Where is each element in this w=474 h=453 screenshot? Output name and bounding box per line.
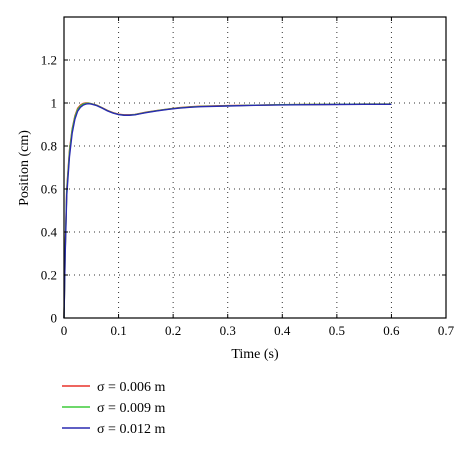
y-tick-label: 1: [51, 96, 58, 111]
y-tick-label: 0.8: [41, 139, 57, 154]
series-line-1: [63, 102, 392, 319]
legend-label-3: σ = 0.012 m: [97, 422, 165, 437]
grid: [64, 17, 446, 318]
legend-label-1: σ = 0.006 m: [97, 380, 165, 395]
y-axis-label: Position (cm): [17, 130, 32, 206]
y-tick-label: 0.4: [41, 225, 58, 240]
series-line-3: [63, 102, 392, 319]
plot-frame: [63, 16, 447, 319]
series-line-2: [63, 102, 392, 319]
x-tick-label: 0.2: [165, 323, 181, 338]
y-tick-label: 1.2: [41, 53, 57, 68]
x-tick-label: 0.4: [274, 323, 291, 338]
x-axis-ticks: 0 0.1 0.2 0.3 0.4 0.5 0.6 0.7: [61, 17, 455, 338]
y-tick-label: 0.6: [41, 182, 58, 197]
y-axis-ticks: 0 0.2 0.4 0.6 0.8 1 1.2: [41, 53, 446, 326]
x-axis-label: Time (s): [231, 347, 279, 362]
x-tick-label: 0: [61, 323, 68, 338]
y-tick-label: 0.2: [41, 268, 57, 283]
series-group: [63, 102, 392, 319]
x-tick-label: 0.1: [110, 323, 126, 338]
x-tick-label: 0.3: [220, 323, 236, 338]
x-tick-label: 0.7: [438, 323, 455, 338]
legend: σ = 0.006 m σ = 0.009 m σ = 0.012 m: [62, 380, 165, 437]
y-tick-label: 0: [51, 311, 58, 326]
legend-label-2: σ = 0.009 m: [97, 401, 165, 416]
x-tick-label: 0.5: [329, 323, 345, 338]
x-tick-label: 0.6: [383, 323, 400, 338]
